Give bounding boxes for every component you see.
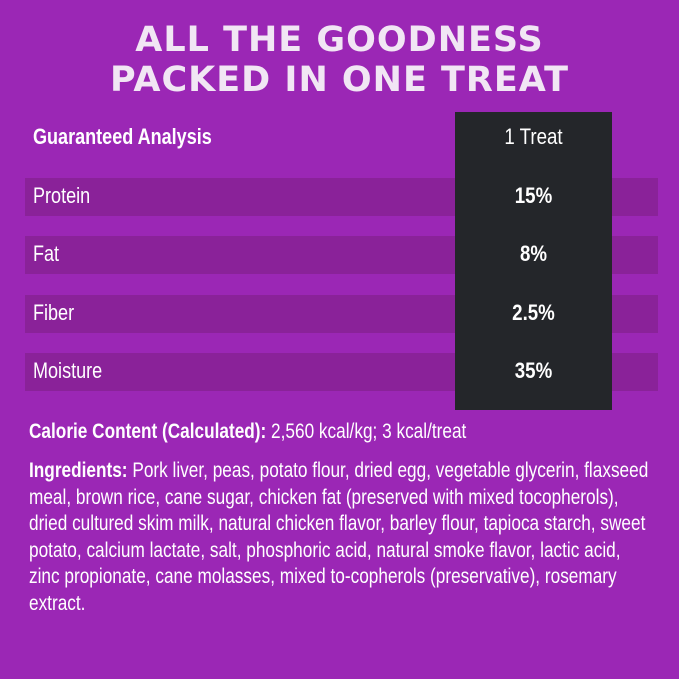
table-header-value: 1 Treat xyxy=(504,124,563,149)
calorie-content: Calorie Content (Calculated): 2,560 kcal… xyxy=(29,419,652,446)
ingredients-label: Ingredients: xyxy=(29,459,128,482)
headline-line-2: PACKED IN ONE TREAT xyxy=(109,60,570,100)
calorie-value: 2,560 kcal/kg; 3 kcal/treat xyxy=(266,420,467,443)
headline: ALL THE GOODNESS PACKED IN ONE TREAT xyxy=(0,20,679,100)
calorie-label: Calorie Content (Calculated): xyxy=(29,420,267,443)
row-value-protein: 15% xyxy=(514,183,553,208)
ingredients: Ingredients: Pork liver, peas, potato fl… xyxy=(29,458,652,617)
headline-line-1: ALL THE GOODNESS xyxy=(135,20,544,60)
value-column xyxy=(455,112,612,410)
row-value-fiber: 2.5% xyxy=(512,300,555,325)
row-label-fiber: Fiber xyxy=(33,300,75,325)
ingredients-list: Pork liver, peas, potato flour, dried eg… xyxy=(29,459,649,615)
row-value-moisture: 35% xyxy=(514,358,553,383)
row-label-fat: Fat xyxy=(33,241,60,266)
row-label-moisture: Moisture xyxy=(33,358,103,383)
table-header-label: Guaranteed Analysis xyxy=(33,124,212,149)
row-value-fat: 8% xyxy=(519,241,548,266)
row-label-protein: Protein xyxy=(33,183,91,208)
